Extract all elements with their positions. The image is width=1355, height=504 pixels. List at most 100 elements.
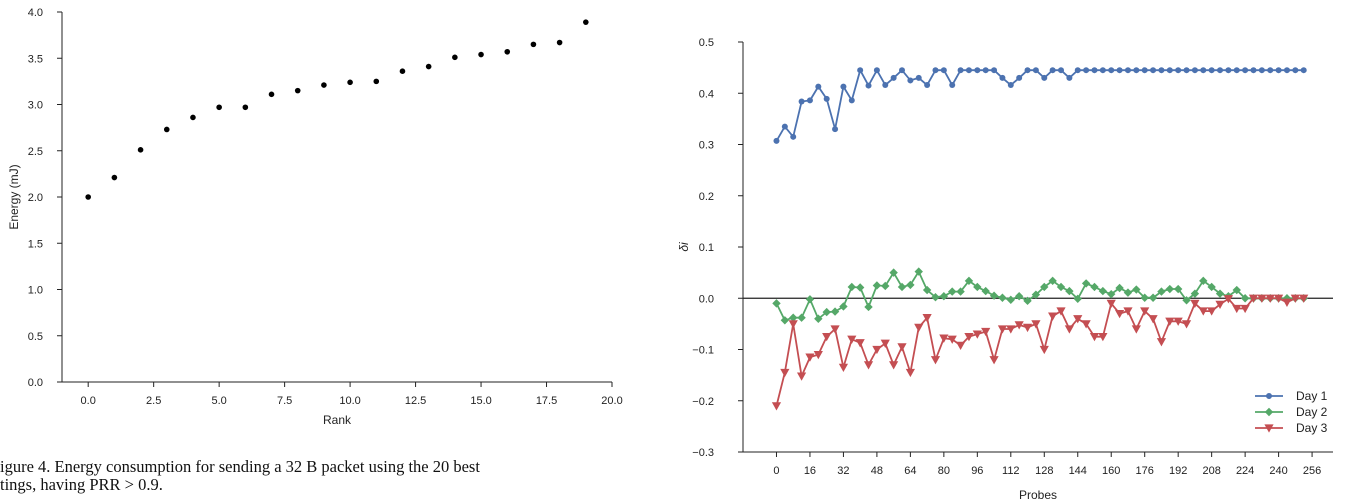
data-point: [1107, 289, 1116, 299]
data-point: [1091, 67, 1098, 74]
data-point: [1190, 299, 1200, 308]
data-point: [872, 345, 882, 355]
data-point: [949, 82, 956, 89]
data-point: [1299, 294, 1309, 303]
data-point: [1233, 67, 1240, 74]
y-tick-label: 0.0: [28, 377, 43, 389]
data-point: [1183, 67, 1190, 74]
data-point: [1039, 345, 1049, 355]
x-tick-label: 15.0: [470, 395, 491, 407]
y-tick-label: −0.3: [692, 447, 714, 459]
data-point: [1131, 325, 1141, 334]
y-tick-label: 4.0: [28, 7, 43, 19]
y-tick-label: 3.5: [28, 53, 43, 65]
x-tick-label: 20.0: [601, 395, 622, 407]
x-tick-label: 0.0: [81, 395, 96, 407]
x-tick-label: 160: [1102, 465, 1120, 477]
data-point: [1217, 67, 1224, 74]
data-point: [1048, 276, 1057, 286]
data-point: [832, 126, 839, 133]
legend: Day 1 Day 2 Day 3: [1255, 389, 1328, 435]
data-point: [1032, 67, 1039, 74]
x-tick-label: 5.0: [211, 395, 226, 407]
data-point: [1182, 296, 1191, 305]
data-point: [216, 104, 222, 111]
data-point: [1207, 307, 1217, 316]
data-point: [425, 63, 432, 70]
data-point: [965, 67, 972, 74]
y-axis-label: Energy (mJ): [7, 164, 21, 229]
x-tick-label: 16: [804, 465, 816, 477]
y-tick-label: 0.4: [699, 88, 714, 100]
data-point: [847, 282, 856, 292]
data-point: [906, 280, 915, 290]
data-point: [848, 97, 855, 104]
data-point: [780, 368, 790, 378]
data-point: [1014, 321, 1024, 330]
data-point: [163, 126, 170, 133]
legend-item: Day 1: [1255, 389, 1328, 403]
data-point: [1150, 67, 1157, 74]
data-point: [1275, 67, 1282, 74]
data-point: [1199, 276, 1208, 286]
data-point: [948, 287, 957, 296]
data-point: [797, 313, 806, 322]
data-point: [1173, 284, 1183, 294]
data-point: [873, 67, 880, 74]
x-tick-label: 112: [1002, 465, 1020, 477]
data-point: [830, 325, 840, 334]
data-point: [981, 286, 990, 296]
y-tick-label: 0.5: [699, 37, 714, 49]
x-tick-label: 48: [871, 465, 883, 477]
data-point: [1089, 333, 1100, 342]
data-point: [85, 194, 91, 200]
data-point: [1041, 74, 1048, 81]
data-point: [947, 335, 957, 344]
data-point: [881, 281, 890, 291]
data-point: [1115, 283, 1124, 293]
x-tick-label: 128: [1035, 465, 1053, 477]
legend-label: Day 2: [1296, 405, 1328, 419]
x-tick-label: 32: [837, 465, 849, 477]
data-point: [982, 67, 989, 74]
data-point: [880, 339, 890, 348]
y-tick-label: −0.1: [692, 345, 714, 357]
data-point: [806, 97, 813, 104]
data-point: [137, 147, 144, 153]
data-point: [1040, 282, 1049, 292]
data-point: [1232, 285, 1241, 295]
data-point: [780, 316, 790, 325]
data-point: [1023, 296, 1032, 306]
x-tick-label: 80: [938, 465, 950, 477]
data-point: [1123, 307, 1133, 316]
x-tick-label: 7.5: [277, 395, 292, 407]
data-point: [1114, 309, 1125, 319]
data-point: [1016, 74, 1023, 81]
data-point: [796, 372, 807, 381]
data-point: [504, 48, 511, 55]
data-point: [914, 267, 923, 276]
data-point: [347, 79, 353, 86]
data-point: [889, 361, 899, 370]
x-tick-label: 12.5: [405, 395, 426, 407]
data-point: [822, 333, 832, 342]
series-day-3: [771, 294, 1309, 411]
data-point: [930, 356, 941, 365]
data-point: [1165, 284, 1175, 294]
data-point: [890, 74, 897, 81]
series-day-2: [772, 267, 1308, 325]
data-point: [1173, 317, 1183, 326]
data-point: [1007, 82, 1014, 89]
data-point: [924, 82, 931, 89]
data-point: [1083, 67, 1090, 74]
data-point: [1257, 294, 1267, 303]
x-tick-label: 64: [904, 465, 916, 477]
series-day-1: [773, 67, 1307, 144]
data-point: [294, 87, 301, 94]
data-point: [1240, 294, 1250, 303]
data-point: [1049, 67, 1056, 74]
legend-label: Day 3: [1296, 421, 1328, 435]
data-point: [111, 174, 118, 181]
data-point: [1031, 290, 1041, 299]
data-point: [882, 82, 889, 89]
